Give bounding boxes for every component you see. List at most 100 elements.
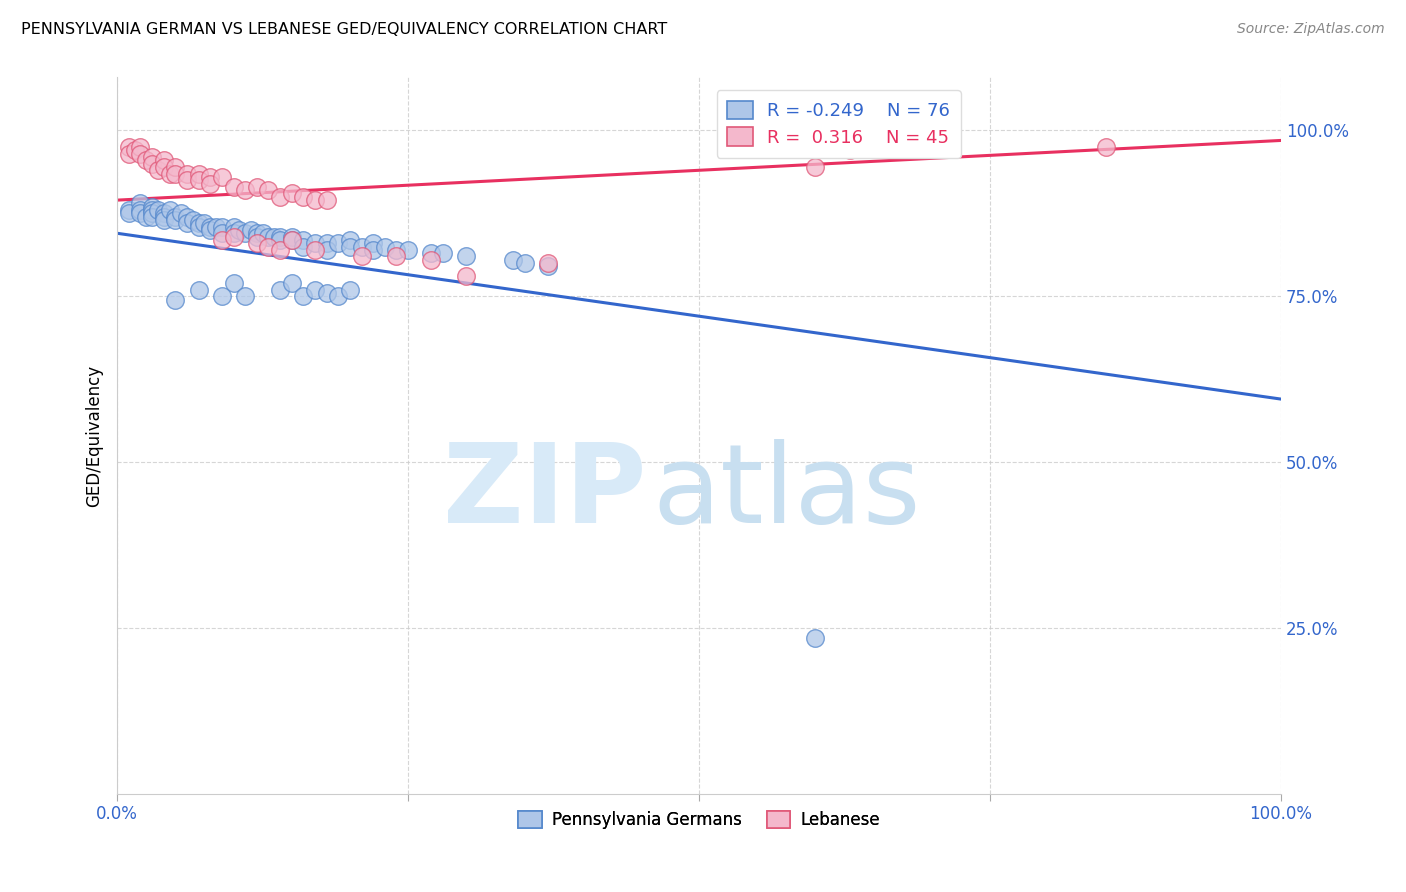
Point	[118, 146, 141, 161]
Point	[200, 177, 222, 191]
Point	[118, 140, 141, 154]
Point	[146, 163, 169, 178]
Point	[804, 160, 827, 174]
Point	[176, 210, 198, 224]
Point	[141, 210, 163, 224]
Point	[135, 153, 157, 168]
Point	[339, 239, 361, 253]
Point	[200, 169, 222, 184]
Point	[315, 243, 337, 257]
Point	[456, 269, 478, 284]
Point	[304, 236, 326, 251]
Y-axis label: GED/Equivalency: GED/Equivalency	[86, 365, 103, 507]
Point	[281, 276, 304, 290]
Point	[281, 233, 304, 247]
Point	[246, 229, 269, 244]
Point	[292, 233, 315, 247]
Point	[165, 210, 187, 224]
Point	[315, 193, 337, 207]
Point	[141, 203, 163, 218]
Text: PENNSYLVANIA GERMAN VS LEBANESE GED/EQUIVALENCY CORRELATION CHART: PENNSYLVANIA GERMAN VS LEBANESE GED/EQUI…	[21, 22, 668, 37]
Point	[385, 250, 408, 264]
Point	[240, 223, 263, 237]
Point	[176, 173, 198, 187]
Point	[263, 229, 285, 244]
Text: atlas: atlas	[652, 440, 921, 547]
Point	[339, 233, 361, 247]
Point	[222, 219, 245, 234]
Point	[328, 236, 350, 251]
Point	[456, 250, 478, 264]
Point	[361, 236, 384, 251]
Point	[141, 150, 163, 164]
Point	[176, 216, 198, 230]
Point	[124, 144, 146, 158]
Point	[281, 186, 304, 201]
Point	[118, 203, 141, 218]
Point	[187, 283, 209, 297]
Point	[246, 179, 269, 194]
Point	[129, 146, 152, 161]
Point	[339, 283, 361, 297]
Point	[187, 167, 209, 181]
Point	[292, 289, 315, 303]
Point	[269, 233, 291, 247]
Point	[222, 276, 245, 290]
Point	[129, 206, 152, 220]
Point	[839, 144, 862, 158]
Text: ZIP: ZIP	[443, 440, 647, 547]
Point	[211, 169, 233, 184]
Point	[141, 200, 163, 214]
Point	[257, 239, 280, 253]
Point	[181, 213, 204, 227]
Point	[211, 227, 233, 241]
Point	[222, 179, 245, 194]
Point	[1095, 140, 1118, 154]
Point	[135, 210, 157, 224]
Point	[374, 239, 396, 253]
Point	[159, 167, 181, 181]
Point	[246, 236, 269, 251]
Legend: Pennsylvania Germans, Lebanese: Pennsylvania Germans, Lebanese	[512, 804, 886, 836]
Point	[304, 193, 326, 207]
Point	[170, 206, 193, 220]
Point	[233, 289, 256, 303]
Point	[804, 631, 827, 645]
Point	[432, 246, 454, 260]
Point	[246, 227, 269, 241]
Point	[233, 227, 256, 241]
Point	[152, 210, 174, 224]
Point	[193, 216, 215, 230]
Point	[146, 203, 169, 218]
Point	[187, 216, 209, 230]
Point	[257, 229, 280, 244]
Point	[292, 190, 315, 204]
Point	[328, 289, 350, 303]
Point	[165, 213, 187, 227]
Point	[222, 227, 245, 241]
Point	[537, 256, 560, 270]
Point	[537, 260, 560, 274]
Point	[211, 219, 233, 234]
Point	[350, 250, 373, 264]
Point	[513, 256, 536, 270]
Point	[129, 196, 152, 211]
Point	[152, 153, 174, 168]
Point	[228, 223, 250, 237]
Point	[315, 236, 337, 251]
Point	[200, 219, 222, 234]
Point	[129, 203, 152, 218]
Point	[141, 156, 163, 170]
Point	[281, 229, 304, 244]
Point	[281, 233, 304, 247]
Point	[165, 160, 187, 174]
Point	[269, 229, 291, 244]
Point	[502, 252, 524, 267]
Point	[350, 239, 373, 253]
Point	[187, 173, 209, 187]
Point	[205, 219, 228, 234]
Point	[165, 293, 187, 307]
Point	[269, 243, 291, 257]
Point	[233, 183, 256, 197]
Point	[211, 233, 233, 247]
